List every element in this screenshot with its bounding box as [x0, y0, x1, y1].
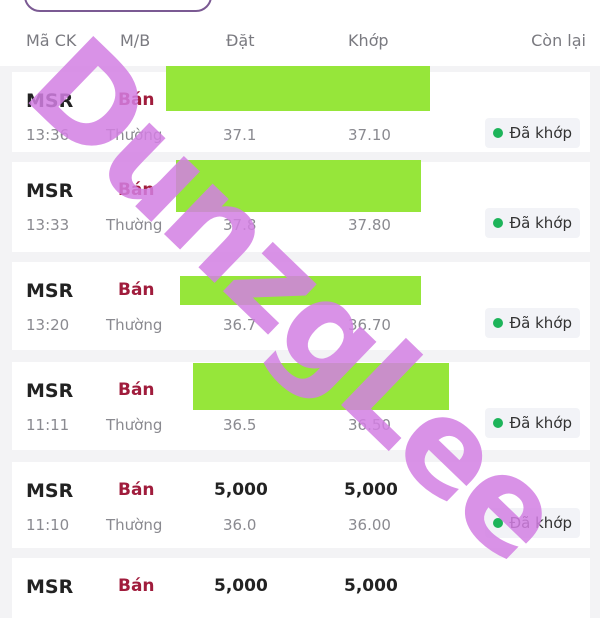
order-time: 13:36 — [26, 126, 70, 144]
redaction-box — [166, 66, 430, 111]
order-time: 11:11 — [26, 416, 70, 434]
status-dot-icon — [492, 518, 503, 528]
symbol: MSR — [26, 90, 74, 112]
order-price: 36.0 — [223, 516, 257, 534]
side: Bán — [118, 280, 155, 300]
order-qty: 5,000 — [214, 576, 268, 596]
filter-pill-button[interactable] — [24, 0, 212, 12]
side: Bán — [118, 380, 155, 400]
order-type: Thường — [106, 216, 163, 234]
status-text: Đã khớp — [509, 414, 572, 432]
order-price: 37.8 — [223, 216, 257, 234]
order-time: 13:33 — [26, 216, 70, 234]
order-price: 36.7 — [223, 316, 257, 334]
order-type: Thường — [106, 126, 163, 144]
status-dot-icon — [492, 418, 503, 428]
order-qty: 5,000 — [214, 480, 268, 500]
order-type: Thường — [106, 516, 163, 534]
matched-qty: 5,000 — [344, 480, 398, 500]
symbol: MSR — [26, 576, 74, 598]
redaction-box — [176, 160, 421, 212]
order-row[interactable]: MSR Bán 5,000 5,000 11:10 Thường 36.0 36… — [12, 462, 590, 548]
status-badge: Đã khớp — [484, 118, 580, 148]
header-symbol: Mã CK — [26, 31, 77, 50]
side: Bán — [118, 576, 155, 596]
side: Bán — [118, 180, 155, 200]
order-price: 37.1 — [223, 126, 257, 144]
status-text: Đã khớp — [509, 124, 572, 142]
side: Bán — [118, 90, 155, 110]
redaction-box — [180, 276, 421, 305]
matched-price: 36.00 — [348, 516, 391, 534]
table-header: Mã CK M/B Đặt Khớp Còn lại — [0, 22, 600, 66]
symbol: MSR — [26, 280, 74, 302]
header-order: Đặt — [226, 31, 255, 50]
matched-price: 37.80 — [348, 216, 391, 234]
matched-price: 36.70 — [348, 316, 391, 334]
status-badge: Đã khớp — [484, 308, 580, 338]
order-type: Thường — [106, 316, 163, 334]
order-time: 13:20 — [26, 316, 70, 334]
status-dot-icon — [492, 218, 503, 228]
status-badge: Đã khớp — [484, 408, 580, 438]
side: Bán — [118, 480, 155, 500]
matched-price: 36.50 — [348, 416, 391, 434]
header-remaining: Còn lại — [531, 31, 586, 50]
matched-qty: 5,000 — [344, 576, 398, 596]
status-dot-icon — [492, 318, 503, 328]
symbol: MSR — [26, 380, 74, 402]
symbol: MSR — [26, 480, 74, 502]
status-text: Đã khớp — [509, 214, 572, 232]
order-time: 11:10 — [26, 516, 70, 534]
redaction-box — [193, 363, 449, 410]
header-matched: Khớp — [348, 31, 389, 50]
header-side: M/B — [120, 31, 151, 50]
status-dot-icon — [492, 128, 503, 138]
status-badge: Đã khớp — [484, 508, 580, 538]
matched-price: 37.10 — [348, 126, 391, 144]
order-price: 36.5 — [223, 416, 257, 434]
symbol: MSR — [26, 180, 74, 202]
status-text: Đã khớp — [509, 514, 572, 532]
status-badge: Đã khớp — [484, 208, 580, 238]
order-row[interactable]: MSR Bán 5,000 5,000 — [12, 558, 590, 618]
status-text: Đã khớp — [509, 314, 572, 332]
order-type: Thường — [106, 416, 163, 434]
